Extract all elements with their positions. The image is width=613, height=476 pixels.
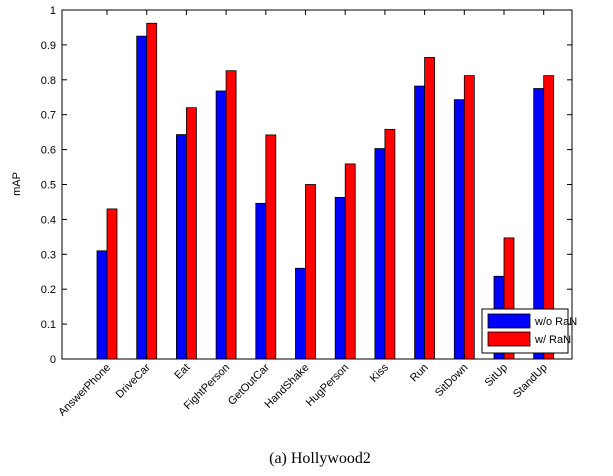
x-tick-label: SitDown [433, 362, 470, 399]
figure-caption: (a) Hollywood2 [269, 450, 371, 467]
bar-with-ran [226, 71, 236, 359]
bar-without-ran [335, 197, 345, 359]
legend-label: w/o RaN [534, 316, 577, 328]
y-tick-label: 0.1 [41, 319, 56, 331]
bar-without-ran [216, 91, 226, 359]
x-tick-label: StandUp [511, 362, 550, 401]
bar-without-ran [415, 86, 425, 359]
y-tick-label: 0.9 [41, 40, 56, 52]
bar-without-ran [176, 135, 186, 359]
bar-with-ran [147, 23, 157, 359]
x-tick-label: SitUp [483, 362, 511, 390]
x-tick-label: HugPerson [304, 362, 351, 409]
y-axis-label: mAP [11, 172, 23, 196]
bar-with-ran [306, 185, 316, 360]
y-tick-label: 0.2 [41, 284, 56, 296]
y-tick-label: 1 [50, 5, 56, 17]
x-tick-label: Run [408, 362, 431, 385]
legend: w/o RaN w/ RaN [482, 309, 577, 353]
bar-with-ran [425, 57, 435, 359]
bar-without-ran [256, 203, 266, 359]
y-tick-label: 0 [50, 354, 56, 366]
x-tick-label: Eat [172, 362, 192, 382]
bar-with-ran [345, 164, 355, 359]
legend-swatch [488, 332, 530, 346]
x-tick-label: DriveCar [114, 361, 153, 400]
bar-without-ran [375, 149, 385, 359]
y-tick-label: 0.4 [41, 214, 56, 226]
bar-with-ran [464, 76, 474, 359]
y-tick-label: 0.3 [41, 249, 56, 261]
bar-with-ran [266, 135, 276, 359]
bar-without-ran [97, 251, 107, 359]
x-tick-label: Kiss [368, 361, 392, 385]
y-tick-label: 0.5 [41, 180, 56, 192]
legend-swatch [488, 314, 530, 328]
y-tick-label: 0.6 [41, 145, 56, 157]
y-tick-label: 0.7 [41, 110, 56, 122]
legend-label: w/ RaN [534, 334, 571, 346]
bar-without-ran [454, 100, 464, 359]
bar-without-ran [137, 36, 147, 359]
bar-without-ran [296, 268, 306, 359]
bar-with-ran [186, 108, 196, 359]
bar-with-ran [107, 209, 117, 359]
bar-with-ran [385, 129, 395, 359]
y-tick-label: 0.8 [41, 75, 56, 87]
x-tick-label: AnswerPhone [56, 362, 113, 419]
